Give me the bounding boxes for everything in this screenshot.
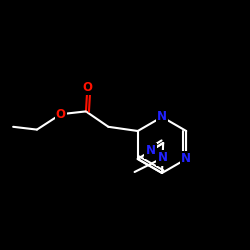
Text: N: N [157, 110, 167, 124]
Text: O: O [82, 81, 92, 94]
Text: N: N [181, 152, 191, 166]
Text: N: N [158, 152, 168, 164]
Text: N: N [146, 144, 156, 158]
Text: O: O [56, 108, 66, 121]
